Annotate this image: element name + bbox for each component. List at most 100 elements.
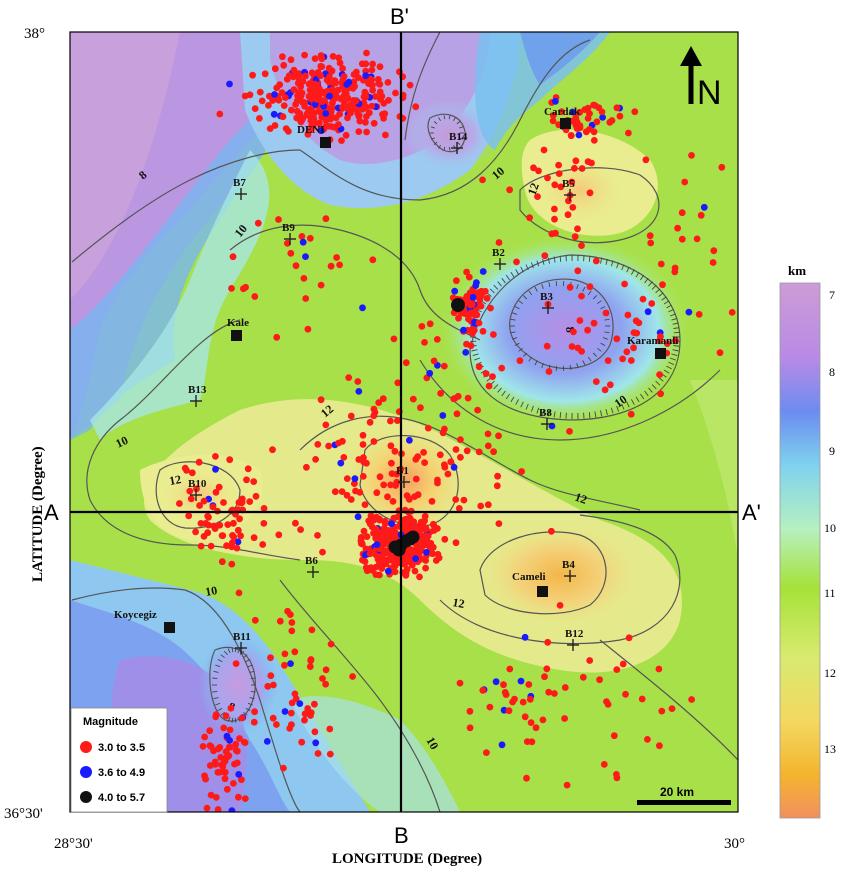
quake-mag-small	[214, 745, 222, 753]
quake-mag-small	[430, 357, 438, 365]
quake-mag-small	[347, 496, 355, 503]
quake-mag-small	[505, 707, 513, 715]
hachure-tick	[510, 318, 516, 321]
hachure-tick	[530, 262, 534, 269]
quake-mag-small	[185, 512, 193, 520]
quake-mag-small	[301, 51, 308, 59]
quake-mag-small	[288, 627, 296, 635]
quake-mag-small	[195, 458, 203, 466]
quake-mag-small	[548, 527, 555, 535]
quake-mag-small	[249, 71, 256, 79]
quake-mag-small	[298, 738, 306, 746]
quake-mag-small	[501, 689, 509, 696]
quake-mag-small	[477, 302, 485, 310]
quake-mag-small	[381, 535, 389, 542]
station-b3: B3	[540, 291, 554, 314]
quake-mag-small	[521, 713, 529, 721]
quake-mag-small	[229, 532, 236, 539]
hachure-tick	[438, 144, 441, 149]
hachure-tick	[471, 349, 478, 352]
hachure-tick	[594, 411, 597, 418]
hachure-tick	[443, 146, 446, 151]
quake-mag-small	[486, 703, 494, 711]
quake-mag-small	[393, 470, 400, 478]
quake-mag-small	[372, 93, 379, 100]
quake-mag-small	[219, 532, 227, 540]
quake-mag-small	[230, 519, 237, 527]
hachure-tick	[587, 356, 592, 362]
quake-mag-small	[347, 109, 354, 117]
hachure-tick	[626, 266, 630, 273]
quake-mag-small	[279, 113, 287, 121]
quake-mag-medium	[451, 287, 459, 295]
hachure-tick	[671, 353, 678, 357]
quake-mag-small	[388, 459, 395, 467]
hachure-tick	[250, 690, 256, 693]
hachure-tick	[249, 670, 255, 673]
quake-mag-small	[671, 268, 679, 276]
quake-mag-small	[287, 611, 294, 618]
quake-mag-small	[380, 548, 388, 556]
quake-mag-small	[513, 258, 520, 266]
hachure-tick	[658, 292, 664, 297]
quake-mag-small	[331, 77, 339, 84]
quake-mag-small	[354, 378, 362, 385]
quake-mag-small	[292, 262, 300, 270]
quake-mag-small	[384, 527, 392, 534]
hachure-tick	[459, 126, 464, 129]
quake-mag-small	[558, 108, 565, 116]
quake-mag-small	[210, 522, 218, 530]
quake-mag-small	[427, 539, 435, 547]
station-markers: B1 B2 B3 B4 B5 B6 B7 B8 B9 B10 B11 B12 B13 B14	[188, 131, 584, 654]
quake-mag-small	[578, 292, 585, 300]
quake-mag-small	[282, 125, 290, 132]
contour-10-inner	[229, 224, 481, 341]
quake-mag-small	[370, 516, 378, 524]
quake-mag-small	[251, 293, 259, 300]
quake-mag-small	[333, 254, 340, 261]
quake-mag-small	[406, 558, 414, 566]
hachure-tick	[459, 137, 464, 140]
hachure-tick	[243, 711, 248, 716]
hachure-tick	[587, 290, 592, 296]
town-label-koycegiz: Koycegiz	[114, 609, 157, 621]
quake-mag-small	[356, 117, 364, 125]
quake-mag-small	[526, 214, 533, 222]
hachure-tick	[534, 286, 538, 292]
hachure-tick	[443, 115, 446, 120]
quake-mag-small	[573, 118, 581, 126]
quake-mag-medium	[226, 737, 234, 744]
legend-title: Magnitude	[83, 716, 138, 728]
lat-min-label: 36°30'	[4, 806, 43, 822]
lon-min-label: 28°30'	[54, 836, 93, 852]
quake-mag-small	[205, 521, 212, 529]
quake-mag-small	[314, 750, 322, 757]
quake-mag-small	[193, 485, 200, 493]
colorbar-tick: 7	[829, 288, 835, 302]
station-b11: B11	[233, 631, 251, 654]
quake-mag-small	[495, 520, 503, 527]
quake-mag-small	[610, 732, 618, 740]
quake-mag-small	[297, 526, 304, 533]
quake-mag-small	[231, 760, 238, 768]
quake-mag-small	[351, 480, 358, 487]
quake-mag-medium	[271, 91, 278, 98]
hachure-tick	[505, 274, 510, 281]
section-label-b-prime: B'	[390, 4, 409, 29]
hachure-tick	[530, 405, 534, 412]
quake-mag-small	[271, 122, 279, 129]
contour-8-west	[71, 149, 301, 263]
quake-mag-small	[416, 573, 423, 581]
legend-marker-medium	[80, 766, 92, 778]
station-label: B3	[540, 291, 553, 303]
hachure-tick	[250, 677, 256, 680]
station-label: B9	[282, 222, 295, 234]
hachure-tick	[604, 331, 610, 334]
quake-mag-small	[623, 348, 631, 356]
quake-mag-small	[405, 495, 413, 503]
hachure-tick	[644, 390, 649, 397]
quake-mag-medium	[296, 700, 304, 707]
quake-mag-small	[656, 742, 663, 750]
hachure-tick	[430, 126, 435, 129]
quake-mag-small	[381, 517, 389, 525]
